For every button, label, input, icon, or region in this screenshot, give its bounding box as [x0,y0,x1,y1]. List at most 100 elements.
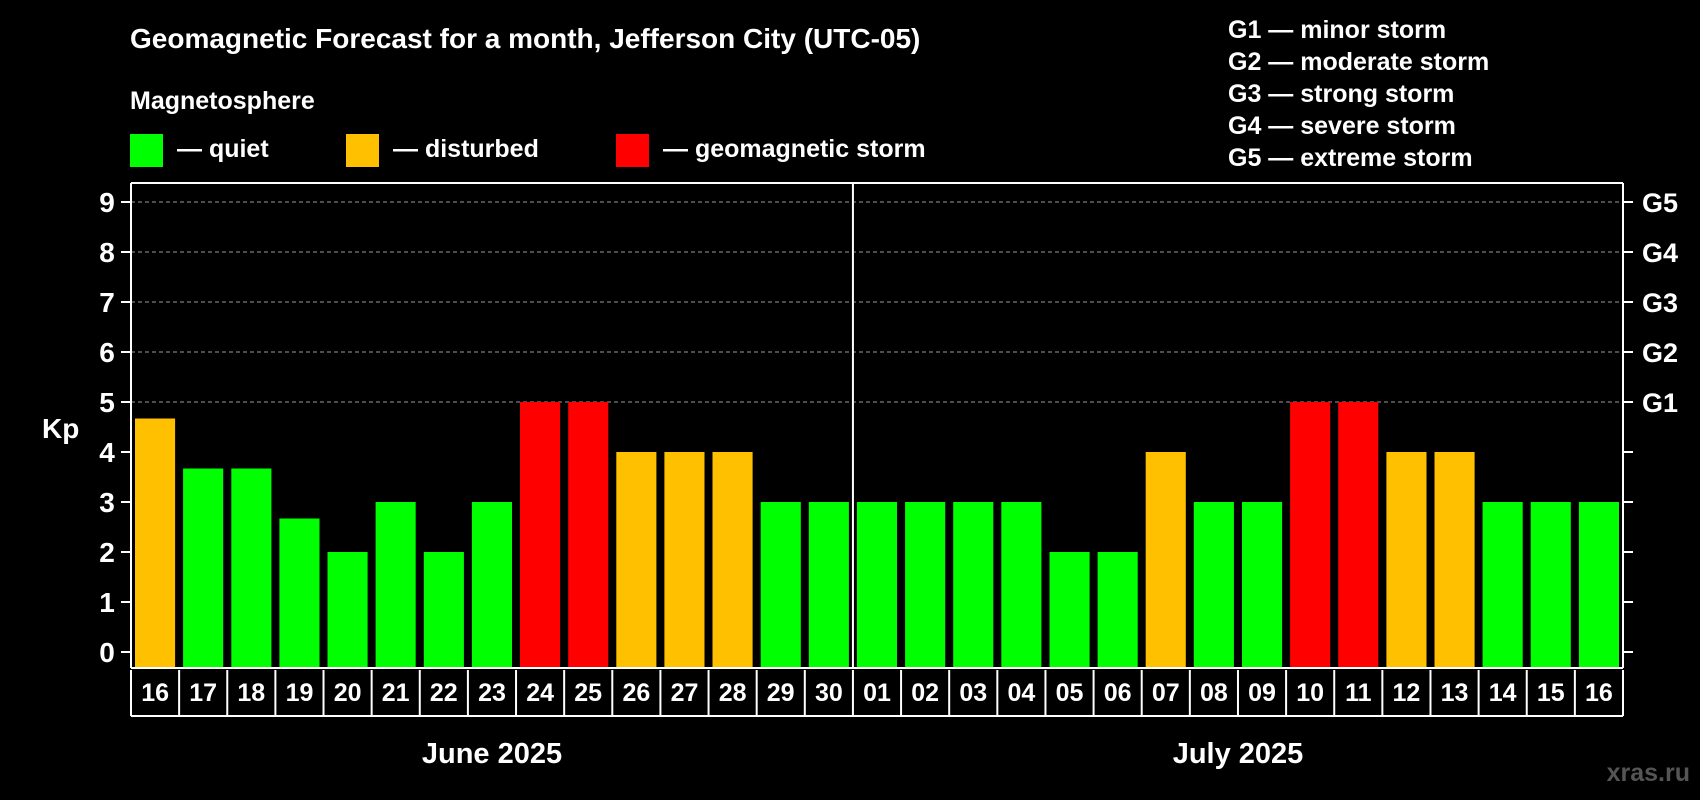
bar [520,402,561,668]
day-labels: 16 17 18 19 20 21 22 23 24 25 26 27 28 29 30 01 02 03 04 05… [130,670,1624,717]
y-tick-label: 6 [99,337,115,368]
bar [327,552,368,668]
day-label: 13 [1441,679,1469,707]
bar [664,452,705,668]
day-label: 29 [767,679,795,707]
day-label: 08 [1200,679,1228,707]
bar [375,502,416,668]
bar [1578,502,1619,668]
bar [1290,402,1331,668]
day-label: 17 [189,679,217,707]
y-tick-label: 2 [99,537,115,568]
bar [760,502,801,668]
day-label: 26 [622,679,650,707]
g-legend-item: G5 — extreme storm [1228,144,1473,172]
day-label: 21 [382,679,410,707]
bar [856,502,897,668]
g-level-legend: G1 — minor storm G2 — moderate storm G3 — … [1228,16,1489,172]
day-label: 24 [526,679,554,707]
day-label: 07 [1152,679,1180,707]
day-label: 16 [141,679,169,707]
bar [1049,552,1090,668]
legend-label-storm: — geomagnetic storm [663,135,926,163]
bar [231,468,272,668]
y-tick-label: 4 [99,437,115,468]
y-tick-label: 8 [99,237,115,268]
watermark: xras.ru [1607,759,1690,787]
y-tick-label: 3 [99,487,115,518]
bar [279,518,320,668]
bar [1242,502,1283,668]
day-label: 25 [574,679,602,707]
y-tick-label: 1 [99,587,115,618]
g-level-label: G2 [1642,338,1678,368]
day-label: 15 [1537,679,1565,707]
y-tick-label: 0 [99,637,115,668]
y-tick-label: 9 [99,187,115,218]
y-ticks: 0 1 2 3 4 5 6 7 8 9 [99,187,1633,668]
bar [1530,502,1571,668]
day-label: 04 [1007,679,1035,707]
day-label: 22 [430,679,458,707]
day-label: 01 [863,679,891,707]
bar [1097,552,1138,668]
bar [1482,502,1523,668]
chart-title: Geomagnetic Forecast for a month, Jeffer… [130,23,920,54]
axes [130,182,1624,669]
day-label: 06 [1104,679,1132,707]
bar [1193,502,1234,668]
bar [1145,452,1186,668]
day-label: 16 [1585,679,1613,707]
month-labels: June 2025 July 2025 [422,738,1303,770]
y-axis-label: Kp [42,413,79,444]
day-label: 14 [1489,679,1517,707]
day-label: 23 [478,679,506,707]
day-label: 19 [286,679,314,707]
g-level-label: G4 [1642,238,1678,268]
bar [1386,452,1427,668]
y-tick-label: 5 [99,387,115,418]
y-tick-label: 7 [99,287,115,318]
bar [471,502,512,668]
bars [135,402,1619,668]
bar [423,552,464,668]
bar [808,502,849,668]
bar [183,468,224,668]
bar [1434,452,1475,668]
g-level-label: G5 [1642,188,1678,218]
bar [1001,502,1042,668]
bar [616,452,657,668]
day-label: 02 [911,679,939,707]
day-label: 27 [671,679,699,707]
day-label: 09 [1248,679,1276,707]
g-level-label: G1 [1642,388,1678,418]
g-legend-item: G1 — minor storm [1228,16,1446,44]
day-label: 12 [1392,679,1420,707]
g-level-ticks: G1 G2 G3 G4 G5 [1642,188,1678,418]
g-legend-item: G3 — strong storm [1228,80,1454,108]
day-label: 20 [334,679,362,707]
day-label: 30 [815,679,843,707]
g-level-label: G3 [1642,288,1678,318]
legend-swatch-disturbed [346,134,379,167]
status-legend: — quiet — disturbed — geomagnetic storm [130,134,926,167]
bar [712,452,753,668]
legend-swatch-quiet [130,134,163,167]
bar [135,418,176,668]
g-legend-item: G2 — moderate storm [1228,48,1489,76]
day-label: 11 [1345,679,1372,707]
bar [953,502,994,668]
legend-label-quiet: — quiet [177,135,269,163]
day-label: 10 [1296,679,1324,707]
bar [1338,402,1379,668]
chart-subtitle: Magnetosphere [130,87,315,115]
legend-swatch-storm [616,134,649,167]
month-label: July 2025 [1173,738,1304,770]
day-label: 03 [959,679,987,707]
bar [568,402,609,668]
legend-label-disturbed: — disturbed [393,135,539,163]
day-label: 28 [719,679,747,707]
day-label: 05 [1056,679,1084,707]
day-label: 18 [237,679,265,707]
